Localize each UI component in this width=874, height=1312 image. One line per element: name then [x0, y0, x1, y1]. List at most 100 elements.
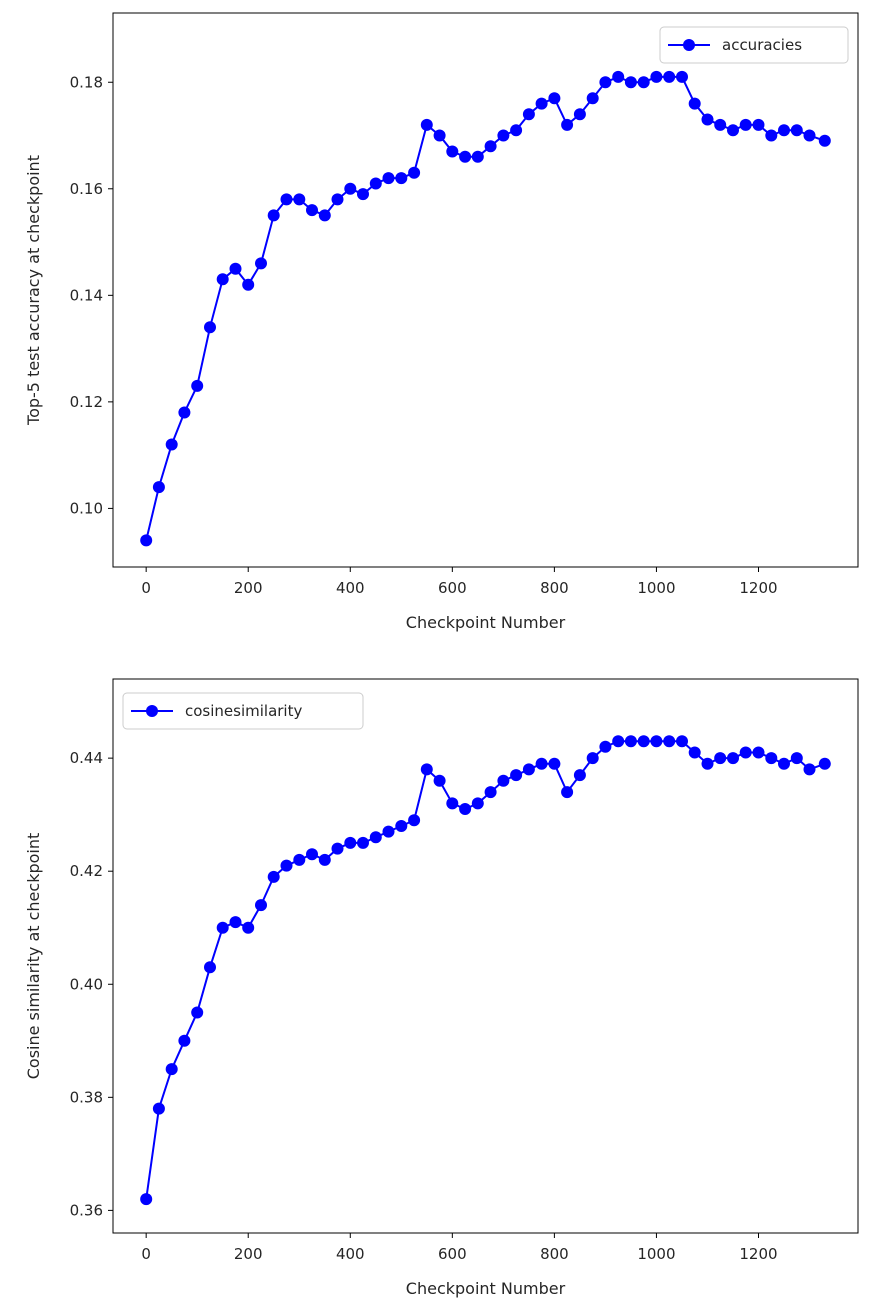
- data-point: [663, 70, 676, 83]
- y-axis-label: Cosine similarity at checkpoint: [24, 833, 43, 1080]
- y-tick-label: 0.12: [70, 393, 103, 411]
- data-point: [548, 757, 561, 770]
- data-point: [727, 752, 739, 765]
- data-point: [612, 70, 625, 83]
- data-point: [395, 172, 408, 185]
- legend-marker-swatch: [683, 39, 695, 51]
- data-point: [433, 774, 446, 787]
- data-point: [688, 97, 701, 110]
- data-point: [510, 124, 523, 137]
- data-point: [471, 150, 484, 163]
- data-point: [204, 321, 216, 334]
- data-point: [140, 1193, 153, 1206]
- data-point: [204, 961, 216, 974]
- chart-panel-2: 0 200 400 600 800 1000 1200 0.36 0.38 0.40 0.42 0.4…: [24, 678, 859, 1298]
- data-point: [459, 150, 472, 163]
- plot-frame: [112, 678, 859, 1234]
- data-point: [293, 853, 306, 866]
- data-point: [637, 735, 650, 748]
- data-point: [522, 763, 535, 776]
- data-point: [306, 204, 318, 217]
- data-point: [752, 118, 765, 131]
- data-point: [344, 182, 357, 195]
- data-point: [267, 870, 280, 883]
- x-tick-label: 800: [540, 1245, 569, 1263]
- data-point: [765, 129, 778, 142]
- y-tick-label: 0.40: [70, 975, 103, 993]
- x-tick-label: 0: [141, 579, 151, 597]
- data-point: [331, 842, 344, 855]
- data-point: [803, 129, 816, 142]
- x-tick-label: 1200: [739, 579, 777, 597]
- data-point: [676, 70, 688, 83]
- data-point: [650, 70, 663, 83]
- data-point: [293, 193, 306, 206]
- data-point: [818, 757, 831, 770]
- data-point: [727, 124, 739, 137]
- data-point: [382, 172, 395, 185]
- data-point: [676, 735, 688, 748]
- legend-label: accuracies: [722, 36, 802, 54]
- data-point: [624, 76, 637, 89]
- data-point: [280, 859, 293, 872]
- plot-frame: [112, 12, 859, 568]
- data-point: [778, 124, 790, 137]
- data-point: [790, 124, 803, 137]
- data-point: [306, 848, 318, 861]
- data-point: [714, 118, 727, 131]
- data-point: [178, 1034, 191, 1047]
- data-point: [229, 262, 242, 275]
- y-tick-label: 0.16: [70, 180, 103, 198]
- data-point: [535, 97, 548, 110]
- data-point: [790, 752, 803, 765]
- data-point: [255, 257, 267, 270]
- data-point: [255, 899, 267, 912]
- data-point: [191, 379, 204, 392]
- data-point: [599, 740, 612, 753]
- data-point: [624, 735, 637, 748]
- data-point: [561, 118, 574, 131]
- data-point: [599, 76, 612, 89]
- y-tick-label: 0.10: [70, 499, 103, 517]
- data-point: [701, 757, 714, 770]
- legend: accuracies: [659, 26, 849, 64]
- chart-panel-1: 0 200 400 600 800 1000 1200 0.10 0.12 0.14 0.16 0.1…: [24, 12, 859, 632]
- data-point: [242, 278, 255, 291]
- data-point: [178, 406, 191, 419]
- x-tick-label: 1000: [637, 1245, 675, 1263]
- data-point: [765, 752, 778, 765]
- data-point: [739, 118, 752, 131]
- x-tick-label: 200: [234, 579, 263, 597]
- data-point: [471, 797, 484, 810]
- x-tick-label: 600: [438, 579, 467, 597]
- data-point: [803, 763, 816, 776]
- legend-box: [122, 692, 364, 730]
- data-point: [714, 752, 727, 765]
- x-tick-label: 1000: [637, 579, 675, 597]
- data-point: [484, 140, 497, 153]
- data-point: [586, 92, 599, 105]
- data-point: [535, 757, 548, 770]
- data-point: [459, 803, 472, 815]
- x-tick-label: 400: [336, 1245, 365, 1263]
- data-point: [382, 825, 395, 838]
- data-point: [752, 746, 765, 759]
- data-point: [637, 76, 650, 89]
- data-point: [548, 92, 561, 105]
- data-point: [408, 166, 421, 179]
- x-axis-label: Checkpoint Number: [406, 1279, 566, 1298]
- data-point: [357, 188, 369, 201]
- data-point: [522, 108, 535, 121]
- data-point: [446, 797, 459, 810]
- data-point: [701, 113, 714, 126]
- data-point: [369, 831, 382, 844]
- x-tick-label: 800: [540, 579, 569, 597]
- data-point: [420, 763, 433, 776]
- legend: cosinesimilarity: [122, 692, 364, 730]
- data-point: [152, 481, 165, 494]
- data-point: [561, 786, 574, 799]
- data-point: [497, 774, 510, 787]
- data-point: [778, 757, 790, 770]
- y-axis-label: Top-5 test accuracy at checkpoint: [24, 155, 43, 426]
